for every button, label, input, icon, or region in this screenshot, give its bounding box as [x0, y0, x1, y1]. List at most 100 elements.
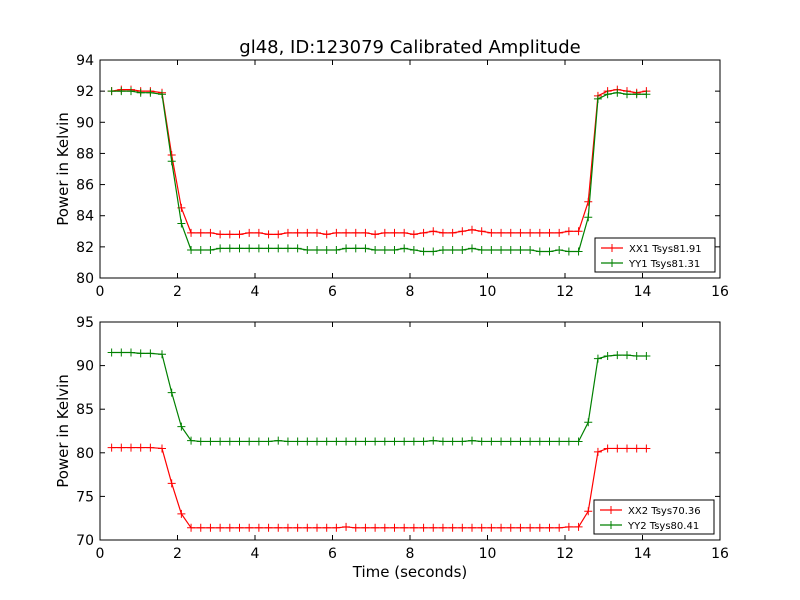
x-tick-label: 0	[96, 284, 105, 300]
data-point	[419, 523, 428, 532]
x-tick-label: 12	[556, 546, 574, 562]
data-point	[409, 245, 418, 254]
data-point	[117, 443, 126, 452]
data-point	[380, 228, 389, 237]
data-point	[187, 228, 196, 237]
data-point	[564, 437, 573, 446]
data-point	[216, 244, 225, 253]
data-point	[438, 437, 447, 446]
data-point	[187, 523, 196, 532]
data-point	[545, 437, 554, 446]
data-point	[390, 437, 399, 446]
data-point	[642, 90, 651, 99]
data-point	[429, 227, 438, 236]
data-point	[351, 437, 360, 446]
data-point	[438, 523, 447, 532]
data-point	[342, 228, 351, 237]
plot-area	[107, 85, 651, 256]
data-point	[342, 522, 351, 531]
data-point	[274, 436, 283, 445]
data-point	[235, 437, 244, 446]
data-point	[264, 230, 273, 239]
x-axis-label: Time (seconds)	[352, 563, 468, 581]
y-tick-label: 80	[76, 446, 94, 462]
data-point	[146, 349, 155, 358]
data-point	[127, 443, 135, 452]
data-point	[313, 245, 321, 254]
y-axis-label: Power in Kelvin	[54, 112, 72, 226]
data-point	[254, 437, 263, 446]
y-tick-label: 75	[76, 489, 94, 505]
data-point	[535, 523, 544, 532]
data-point	[117, 87, 126, 96]
data-point	[584, 213, 593, 222]
data-point	[264, 244, 273, 253]
data-point	[458, 437, 467, 446]
data-point	[351, 523, 360, 532]
data-point	[574, 247, 583, 256]
y-tick-label: 80	[76, 271, 94, 287]
data-point	[342, 244, 351, 253]
data-point	[136, 349, 145, 358]
data-point	[274, 230, 283, 239]
data-point	[235, 523, 244, 532]
data-point	[361, 523, 370, 532]
x-tick-label: 10	[479, 284, 497, 300]
data-point	[613, 351, 622, 360]
data-point	[632, 90, 641, 99]
data-point	[136, 443, 145, 452]
x-tick-label: 6	[328, 546, 337, 562]
data-point	[313, 437, 321, 446]
data-point	[390, 228, 399, 237]
data-point	[545, 228, 554, 237]
data-point	[361, 437, 370, 446]
data-point	[332, 523, 341, 532]
data-point	[487, 523, 496, 532]
data-point	[564, 247, 573, 256]
data-point	[632, 352, 641, 361]
data-point	[497, 228, 506, 237]
data-point	[225, 437, 234, 446]
data-point	[593, 94, 602, 103]
data-point	[371, 230, 380, 239]
data-point	[206, 437, 215, 446]
data-point	[274, 244, 283, 253]
y-tick-label: 84	[76, 209, 94, 225]
x-tick-label: 2	[173, 546, 182, 562]
data-point	[526, 228, 535, 237]
data-point	[526, 523, 535, 532]
data-point	[342, 437, 351, 446]
data-point	[487, 245, 496, 254]
data-point	[332, 228, 341, 237]
data-point	[245, 244, 254, 253]
data-point	[632, 444, 641, 453]
series-line-1	[111, 88, 647, 236]
series-line-2	[111, 90, 647, 253]
data-point	[448, 245, 457, 254]
data-point	[371, 245, 380, 254]
data-point	[146, 443, 155, 452]
data-point	[136, 88, 145, 97]
data-point	[429, 523, 438, 532]
data-point	[351, 228, 360, 237]
data-point	[107, 443, 116, 452]
data-point	[380, 437, 389, 446]
data-point	[225, 523, 234, 532]
data-point	[468, 436, 476, 445]
data-point	[458, 523, 467, 532]
y-tick-label: 88	[76, 146, 94, 162]
data-point	[555, 228, 564, 237]
data-point	[187, 436, 196, 445]
data-point	[574, 227, 583, 236]
data-point	[206, 245, 215, 254]
data-point	[322, 437, 331, 446]
series-line-2	[111, 351, 647, 443]
x-tick-label: 8	[406, 546, 415, 562]
data-point	[380, 245, 389, 254]
data-point	[187, 245, 196, 254]
data-point	[216, 230, 225, 239]
legend-box	[593, 499, 715, 535]
y-tick-label: 94	[76, 53, 94, 69]
data-point	[361, 244, 370, 253]
